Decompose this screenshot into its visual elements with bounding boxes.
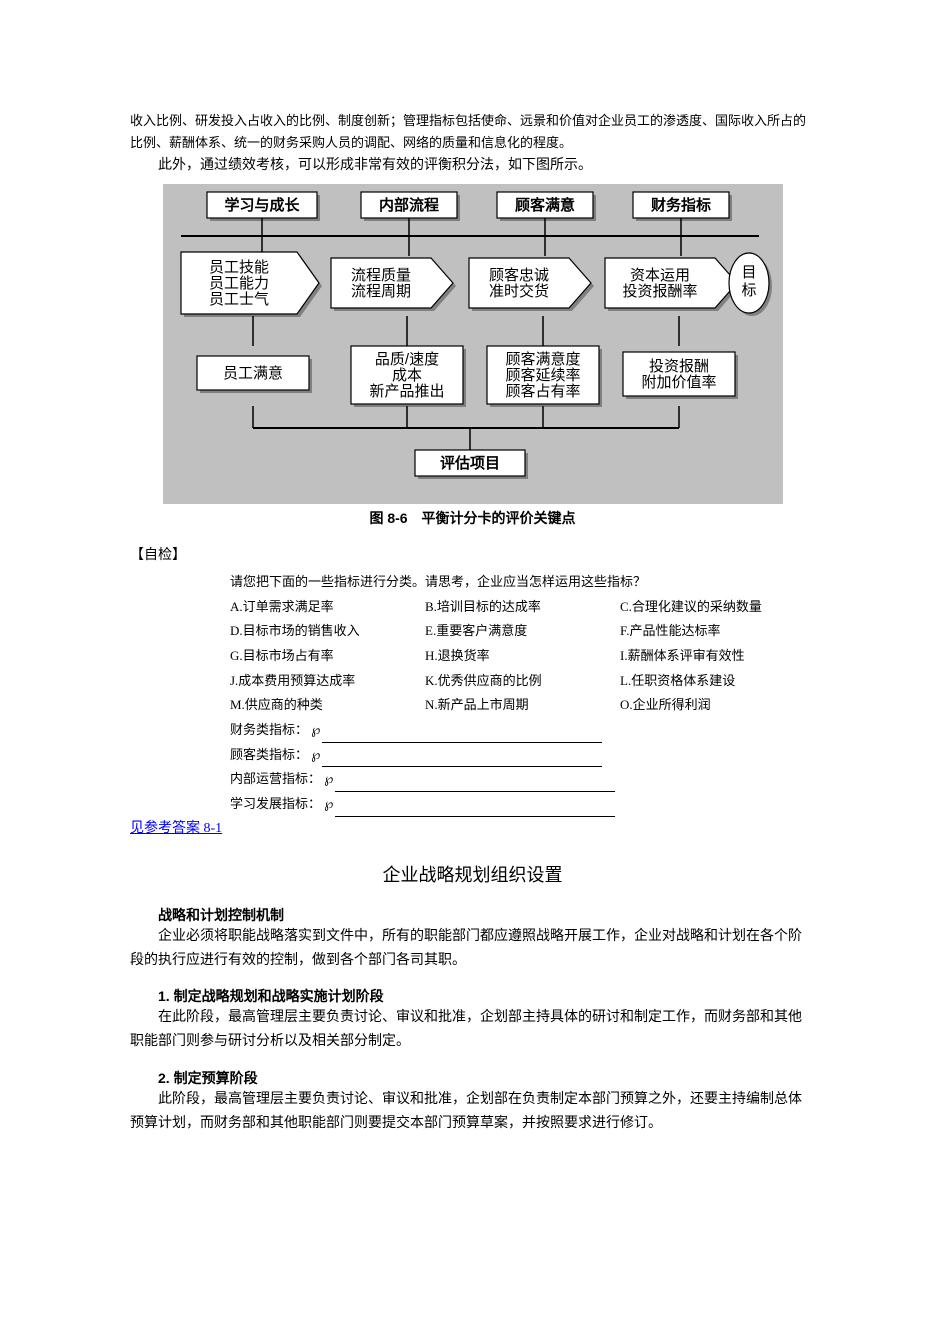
self-check-blank: 学习发展指标： ℘ — [230, 792, 815, 817]
svg-text:顾客满意度: 顾客满意度 — [505, 350, 580, 368]
svg-text:顾客忠诚: 顾客忠诚 — [488, 267, 548, 284]
svg-text:员工技能: 员工技能 — [208, 259, 268, 276]
self-check-blank: 财务类指标： ℘ — [230, 718, 815, 743]
sub1-title: 战略和计划控制机制 — [130, 905, 815, 925]
svg-text:员工士气: 员工士气 — [208, 291, 268, 308]
svg-text:投资报酬率: 投资报酬率 — [622, 283, 697, 300]
svg-text:学习与成长: 学习与成长 — [224, 196, 300, 214]
self-check-item: H.退换货率 — [425, 644, 620, 669]
svg-text:员工满意: 员工满意 — [222, 364, 282, 382]
self-check-item: A.订单需求满足率 — [230, 595, 425, 620]
svg-text:员工能力: 员工能力 — [208, 275, 268, 292]
self-check-blank: 内部运营指标： ℘ — [230, 767, 815, 792]
svg-text:品质/速度: 品质/速度 — [374, 351, 438, 368]
svg-text:目: 目 — [741, 264, 756, 281]
n1-title: 1. 制定战略规划和战略实施计划阶段 — [130, 986, 815, 1006]
self-check-item: D.目标市场的销售收入 — [230, 619, 425, 644]
self-check-item: N.新产品上市周期 — [425, 693, 620, 718]
svg-text:流程周期: 流程周期 — [350, 283, 410, 300]
svg-text:标: 标 — [741, 282, 756, 299]
svg-text:附加价值率: 附加价值率 — [641, 374, 716, 391]
svg-text:新产品推出: 新产品推出 — [369, 383, 444, 400]
svg-text:顾客延续率: 顾客延续率 — [505, 367, 580, 384]
self-check-title: 【自检】 — [130, 544, 815, 564]
n2-title: 2. 制定预算阶段 — [130, 1068, 815, 1088]
intro-paragraph-1: 收入比例、研发投入占收入的比例、制度创新；管理指标包括使命、远景和价值对企业员工… — [130, 110, 815, 154]
intro-paragraph-2: 此外，通过绩效考核，可以形成非常有效的评衡积分法，如下图所示。 — [130, 154, 815, 178]
svg-text:内部流程: 内部流程 — [378, 196, 438, 214]
diagram-caption: 图 8-6 平衡计分卡的评价关键点 — [130, 508, 815, 528]
svg-text:准时交货: 准时交货 — [488, 282, 548, 300]
n1-body: 在此阶段，最高管理层主要负责讨论、审议和批准，企划部主持具体的研讨和制定工作，而… — [130, 1006, 815, 1054]
self-check-prompt: 请您把下面的一些指标进行分类。请思考，企业应当怎样运用这些指标？ — [230, 570, 815, 595]
sub1-body: 企业必须将职能战略落实到文件中，所有的职能部门都应遵照战略开展工作，企业对战略和… — [130, 925, 815, 973]
svg-text:财务指标: 财务指标 — [650, 196, 710, 214]
self-check-item: K.优秀供应商的比例 — [425, 669, 620, 694]
answer-link[interactable]: 见参考答案 8-1 — [130, 821, 222, 836]
self-check-blank: 顾客类指标： ℘ — [230, 743, 815, 768]
self-check-item: E.重要客户满意度 — [425, 619, 620, 644]
self-check-item: M.供应商的种类 — [230, 693, 425, 718]
self-check-item: C.合理化建议的采纳数量 — [620, 595, 815, 620]
self-check-item: I.薪酬体系评审有效性 — [620, 644, 815, 669]
svg-text:投资报酬: 投资报酬 — [648, 358, 708, 375]
balanced-scorecard-diagram: 学习与成长 内部流程 顾客满意 财务指标员工技能员工能力员工士气 流程质量流程周期 顾客忠… — [163, 184, 783, 504]
self-check-item: J.成本费用预算达成率 — [230, 669, 425, 694]
svg-text:资本运用: 资本运用 — [629, 267, 689, 284]
self-check-item: O.企业所得利润 — [620, 693, 815, 718]
section-title: 企业战略规划组织设置 — [130, 861, 815, 887]
svg-text:顾客占有率: 顾客占有率 — [505, 383, 580, 400]
svg-text:顾客满意: 顾客满意 — [514, 196, 574, 214]
diagram-container: 学习与成长 内部流程 顾客满意 财务指标员工技能员工能力员工士气 流程质量流程周期 顾客忠… — [130, 184, 815, 504]
svg-text:流程质量: 流程质量 — [350, 267, 410, 284]
self-check-item: G.目标市场占有率 — [230, 644, 425, 669]
svg-text:评估项目: 评估项目 — [439, 454, 499, 472]
n2-body: 此阶段，最高管理层主要负责讨论、审议和批准，企划部在负责制定本部门预算之外，还要… — [130, 1088, 815, 1136]
svg-text:成本: 成本 — [391, 367, 421, 384]
self-check-item: B.培训目标的达成率 — [425, 595, 620, 620]
self-check-item: L.任职资格体系建设 — [620, 669, 815, 694]
self-check-item: F.产品性能达标率 — [620, 619, 815, 644]
